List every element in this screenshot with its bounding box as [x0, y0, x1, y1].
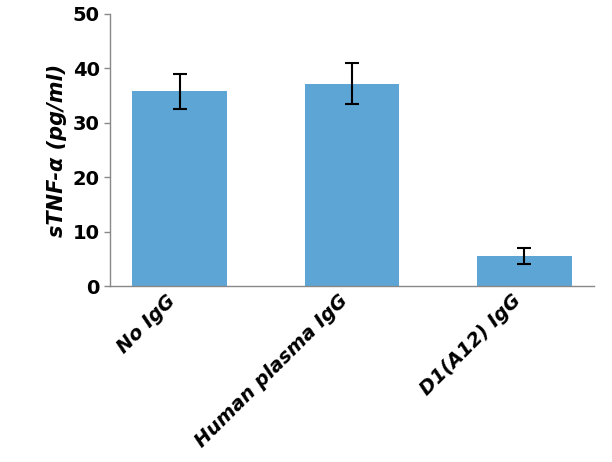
Y-axis label: sTNF-α (pg/ml): sTNF-α (pg/ml)	[47, 64, 67, 237]
Bar	[477, 256, 572, 286]
Bar	[132, 91, 227, 286]
Bar	[305, 84, 399, 286]
